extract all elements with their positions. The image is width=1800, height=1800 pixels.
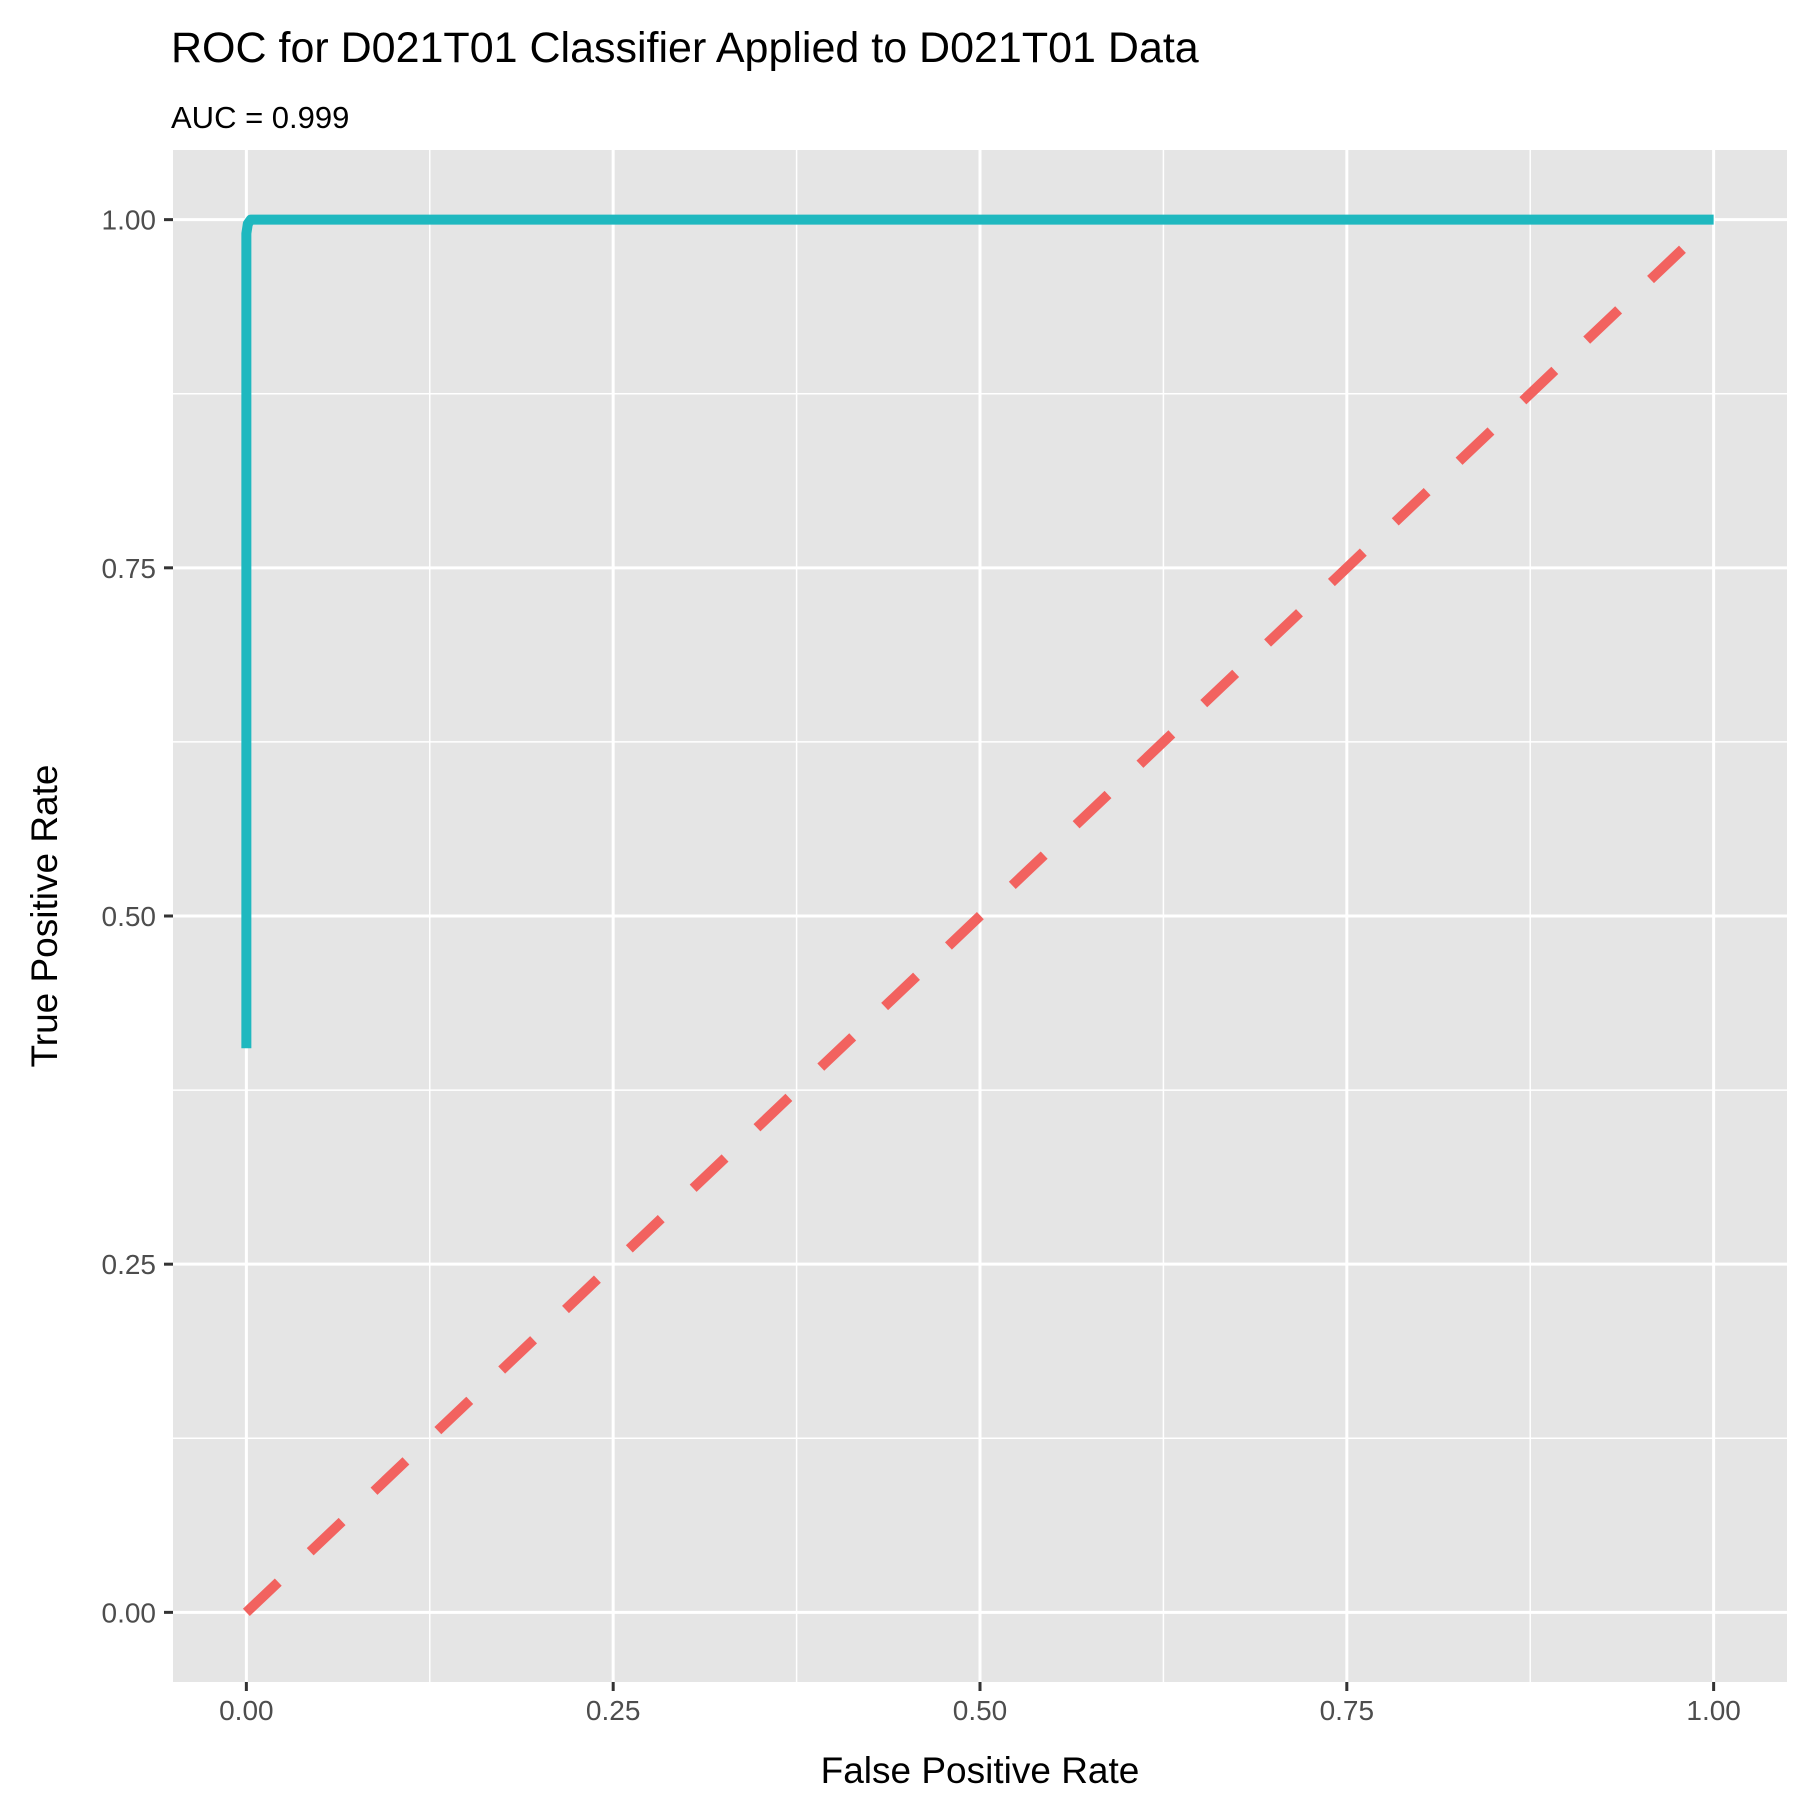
x-tick-label: 0.25 [586, 1695, 641, 1726]
x-tick-label: 0.50 [953, 1695, 1008, 1726]
x-tick-label: 1.00 [1686, 1695, 1741, 1726]
chart-title: ROC for D021T01 Classifier Applied to D0… [171, 24, 1199, 72]
chart-subtitle: AUC = 0.999 [171, 100, 349, 135]
data-series [241, 214, 1718, 1616]
y-axis: 0.00 0.25 0.50 0.75 1.00 [102, 205, 173, 1628]
y-tick-label: 0.75 [102, 553, 157, 584]
y-tick-label: 1.00 [102, 205, 157, 236]
chance-diagonal-line [242, 216, 1718, 1616]
x-axis-title: False Positive Rate [821, 1750, 1140, 1791]
x-axis: 0.00 0.25 0.50 0.75 1.00 [219, 1682, 1741, 1726]
y-axis-title: True Positive Rate [24, 765, 65, 1068]
y-tick-label: 0.50 [102, 901, 157, 932]
x-tick-label: 0.75 [1320, 1695, 1375, 1726]
roc-curve-line [241, 214, 1714, 1049]
y-tick-label: 0.25 [102, 1249, 157, 1280]
y-tick-label: 0.00 [102, 1597, 157, 1628]
x-tick-label: 0.00 [219, 1695, 274, 1726]
